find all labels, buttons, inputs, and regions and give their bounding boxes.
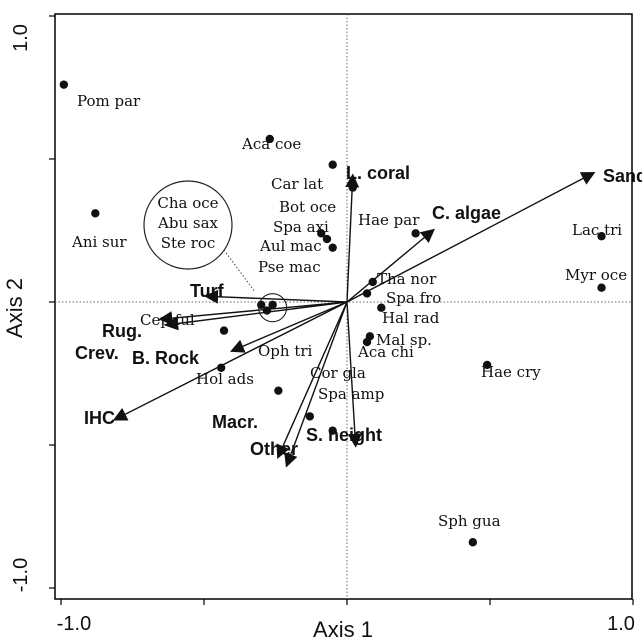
- vector-label: Rug.: [102, 321, 142, 341]
- environment-vectors: [112, 172, 596, 468]
- species-label: Aca coe: [241, 135, 301, 153]
- vector-label: Macr.: [212, 412, 258, 432]
- species-point: [348, 183, 357, 192]
- species-point: [468, 538, 478, 547]
- vector-arrow: [204, 289, 348, 304]
- species-point: [368, 277, 377, 287]
- species-point: [597, 283, 606, 292]
- species-point: [362, 289, 372, 298]
- species-label: Car lat: [271, 175, 323, 193]
- species-label: Cep ful: [140, 311, 195, 329]
- vector-label: S. height: [306, 425, 382, 445]
- group-connector-line: [223, 249, 256, 293]
- vector-label: Sand: [603, 166, 642, 186]
- species-label: Hae cry: [481, 363, 541, 381]
- vector-label: Crev.: [75, 343, 119, 363]
- species-label: Tha nor: [377, 270, 437, 288]
- vector-arrow: [345, 173, 360, 303]
- vector-arrow: [158, 301, 348, 326]
- species-point: [328, 243, 337, 252]
- species-point: [597, 232, 606, 241]
- plot-border: [54, 13, 633, 600]
- labels-layer: Pom par Ani sur Aca coe Car lat Bot oce Spa a…: [71, 92, 642, 530]
- x-tick-label: 1.0: [607, 613, 635, 635]
- vector-label: IHC: [84, 408, 115, 428]
- species-point: [328, 426, 337, 435]
- y-ticks: 1.0 -1.0: [10, 15, 55, 592]
- species-label: Mal sp.: [376, 331, 432, 349]
- y-tick-label: 1.0: [10, 24, 32, 52]
- vector-arrow: [112, 301, 348, 421]
- vector-label: C. algae: [432, 203, 501, 223]
- species-label: Oph tri: [258, 342, 313, 360]
- group-member-label: Ste roc: [161, 234, 216, 252]
- species-point: [322, 234, 332, 244]
- vector-arrow: [346, 228, 435, 303]
- species-label: Pse mac: [258, 258, 321, 276]
- species-label: Ani sur: [71, 233, 127, 251]
- x-tick-label: -1.0: [57, 613, 91, 635]
- grouped-species-point: [268, 300, 277, 310]
- vector-arrow: [230, 301, 348, 353]
- species-label: Hal rad: [382, 309, 440, 327]
- species-point: [274, 386, 283, 395]
- species-points: [59, 80, 606, 547]
- species-point: [411, 229, 420, 238]
- species-point: [265, 134, 274, 144]
- species-label: Lac tri: [572, 221, 622, 239]
- species-label: Aca chi: [357, 343, 414, 361]
- group-callout-circle: [143, 180, 233, 270]
- species-label: Spa amp: [318, 385, 384, 403]
- group-member-label: Abu sax: [157, 214, 219, 232]
- species-label: Hol ads: [196, 370, 254, 388]
- vector-arrow: [284, 301, 348, 468]
- species-point: [219, 326, 229, 335]
- vector-arrow: [164, 301, 348, 331]
- species-point: [362, 337, 372, 347]
- species-point: [377, 303, 386, 312]
- vector-label: Other: [250, 439, 298, 459]
- species-point: [216, 363, 226, 372]
- species-label: Hae par: [358, 211, 420, 229]
- species-label: Bot oce: [279, 198, 336, 216]
- group-member-label: Cha oce: [157, 194, 218, 212]
- y-tick-label: -1.0: [10, 558, 32, 592]
- species-point: [305, 412, 315, 421]
- vector-arrow: [346, 301, 362, 448]
- species-label: Spa fro: [386, 289, 441, 307]
- vector-label: L. coral: [346, 163, 410, 183]
- species-label: Aul mac: [259, 237, 322, 255]
- x-ticks: -1.0 1.0: [57, 599, 635, 635]
- species-point: [328, 160, 337, 169]
- species-point: [59, 80, 69, 89]
- x-axis-title: Axis 1: [313, 617, 373, 642]
- vector-label: Turf: [190, 281, 225, 301]
- species-label: Myr oce: [565, 266, 627, 284]
- vector-label: B. Rock: [132, 348, 200, 368]
- species-label: Pom par: [77, 92, 141, 110]
- vector-arrow: [346, 172, 596, 303]
- grouped-species-point: [262, 306, 272, 315]
- species-label: Spa axi: [273, 218, 329, 236]
- species-point: [482, 360, 492, 370]
- y-axis-title: Axis 2: [2, 278, 27, 338]
- species-point: [91, 209, 100, 218]
- vector-arrow: [276, 301, 348, 459]
- species-point: [317, 229, 326, 238]
- species-label: Sph gua: [438, 512, 501, 530]
- species-label: Cor gla: [310, 364, 366, 382]
- species-group-circle: Cha oce Abu sax Ste roc: [143, 180, 288, 323]
- group-small-circle: [258, 293, 288, 323]
